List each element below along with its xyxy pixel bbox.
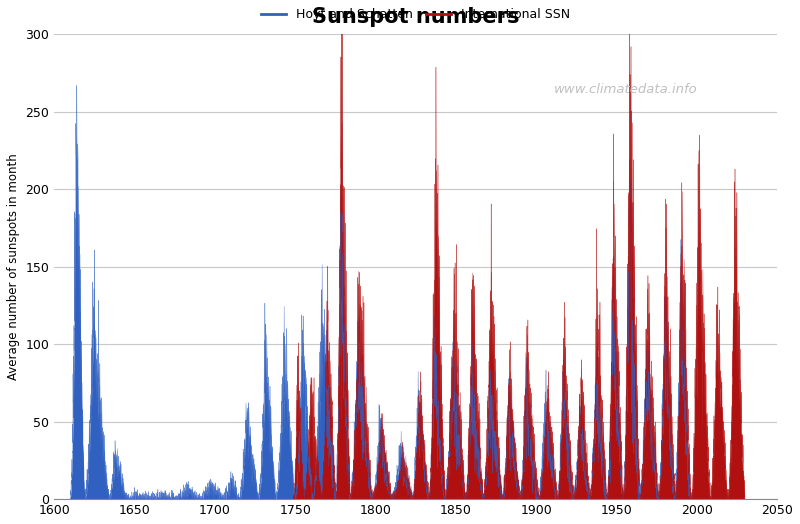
Legend: Hoyt and Schatten, International SSN: Hoyt and Schatten, International SSN	[257, 3, 575, 26]
Text: www.climatedata.info: www.climatedata.info	[554, 83, 697, 96]
Y-axis label: Average number of sunspots in month: Average number of sunspots in month	[7, 153, 20, 380]
Title: Sunspot numbers: Sunspot numbers	[312, 7, 519, 27]
